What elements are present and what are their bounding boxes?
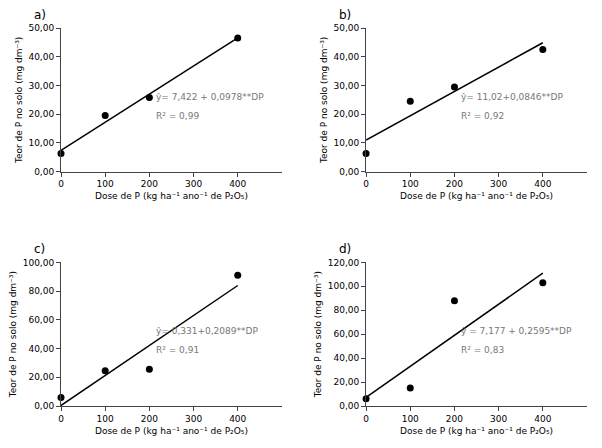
svg-text:0,00: 0,00 [339,167,359,177]
svg-text:20,00: 20,00 [334,377,360,387]
svg-text:100,00: 100,00 [23,258,55,268]
svg-text:Dose de P (kg ha⁻¹ ano⁻¹ de P₂: Dose de P (kg ha⁻¹ ano⁻¹ de P₂O₅) [95,426,248,436]
svg-text:0,00: 0,00 [339,401,359,411]
svg-text:100: 100 [402,414,419,424]
svg-text:300: 300 [490,414,507,424]
svg-text:40,00: 40,00 [28,344,54,354]
svg-text:10,00: 10,00 [334,138,360,148]
svg-text:Teor de P no solo (mg dm⁻³): Teor de P no solo (mg dm⁻³) [319,37,329,164]
svg-text:ŷ= 7,422 + 0,0978**DP: ŷ= 7,422 + 0,0978**DP [156,92,264,102]
svg-text:120,00: 120,00 [328,258,360,268]
svg-text:50,00: 50,00 [334,23,360,33]
svg-text:60,00: 60,00 [28,315,54,325]
svg-text:R² = 0,99: R² = 0,99 [156,111,199,121]
svg-text:ŷ= 0,331+0,2089**DP: ŷ= 0,331+0,2089**DP [156,326,258,336]
svg-text:Dose de P (kg ha⁻¹ ano⁻¹ de P₂: Dose de P (kg ha⁻¹ ano⁻¹ de P₂O₅) [95,191,248,201]
svg-text:60,00: 60,00 [334,329,360,339]
svg-text:80,00: 80,00 [334,305,360,315]
svg-text:ŷ= 11,02+0,0846**DP: ŷ= 11,02+0,0846**DP [461,92,563,102]
svg-text:200: 200 [141,179,158,189]
svg-text:200: 200 [446,179,463,189]
svg-text:20,00: 20,00 [334,109,360,119]
svg-text:Teor de P no solo (mg dm⁻³): Teor de P no solo (mg dm⁻³) [8,271,18,398]
svg-text:b): b) [339,8,351,22]
svg-text:400: 400 [534,179,551,189]
svg-text:40,00: 40,00 [28,52,54,62]
svg-text:c): c) [34,242,45,256]
svg-text:0: 0 [58,414,64,424]
svg-text:200: 200 [446,414,463,424]
svg-text:300: 300 [490,179,507,189]
svg-text:400: 400 [229,179,246,189]
svg-text:0: 0 [363,414,369,424]
svg-text:20,00: 20,00 [28,372,54,382]
svg-text:20,00: 20,00 [28,109,54,119]
svg-text:30,00: 30,00 [28,81,54,91]
svg-text:Teor de P no solo (mg dm⁻³): Teor de P no solo (mg dm⁻³) [313,271,323,398]
svg-text:40,00: 40,00 [334,353,360,363]
svg-text:0: 0 [58,179,64,189]
svg-text:ŷ = 7,177 + 0,2595**DP: ŷ = 7,177 + 0,2595**DP [461,326,572,336]
svg-text:a): a) [34,8,46,22]
svg-text:Dose de P (kg ha⁻¹ ano⁻¹ de P₂: Dose de P (kg ha⁻¹ ano⁻¹ de P₂O₅) [400,426,553,436]
svg-text:100: 100 [97,179,114,189]
svg-text:50,00: 50,00 [28,23,54,33]
svg-text:Dose de P (kg ha⁻¹ ano⁻¹ de P₂: Dose de P (kg ha⁻¹ ano⁻¹ de P₂O₅) [400,191,553,201]
svg-text:10,00: 10,00 [28,138,54,148]
svg-text:30,00: 30,00 [334,81,360,91]
svg-text:400: 400 [229,414,246,424]
svg-text:40,00: 40,00 [334,52,360,62]
svg-text:100,00: 100,00 [328,281,360,291]
svg-text:300: 300 [185,414,202,424]
svg-text:200: 200 [141,414,158,424]
svg-text:R² = 0,91: R² = 0,91 [156,345,199,355]
svg-text:d): d) [339,242,351,256]
svg-text:100: 100 [402,179,419,189]
svg-text:R² = 0,83: R² = 0,83 [461,345,504,355]
svg-text:Teor de P no solo (mg dm⁻³): Teor de P no solo (mg dm⁻³) [14,37,24,164]
svg-text:100: 100 [97,414,114,424]
svg-text:R² = 0,92: R² = 0,92 [461,111,504,121]
svg-text:0,00: 0,00 [34,401,54,411]
svg-text:80,00: 80,00 [28,286,54,296]
svg-text:300: 300 [185,179,202,189]
svg-text:0,00: 0,00 [34,167,54,177]
svg-text:0: 0 [363,179,369,189]
svg-text:400: 400 [534,414,551,424]
